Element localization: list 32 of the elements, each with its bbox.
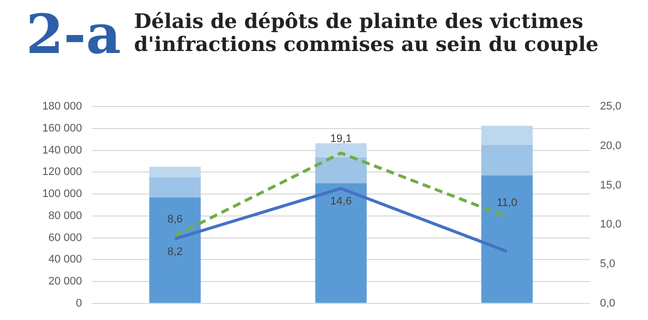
data-label: 8,6 — [167, 214, 183, 226]
bar — [481, 175, 533, 303]
data-label: 19,1 — [330, 133, 352, 146]
bar — [315, 157, 367, 184]
y-tick-label: 120 000 — [42, 166, 82, 178]
bar — [149, 166, 201, 178]
y-tick-label: 60 000 — [48, 232, 82, 244]
data-label: 8,2 — [167, 246, 183, 258]
y-tick-label: 100 000 — [42, 188, 82, 200]
y-tick-label: 160 000 — [42, 122, 82, 134]
chart-title: Délais de dépôts de plainte des victimes d'infractions commises au sein du couple — [134, 9, 600, 56]
y-tick-label: 80 000 — [48, 210, 82, 222]
y2-tick-label: 5,0 — [600, 258, 616, 270]
data-label: 14,6 — [330, 196, 352, 208]
bar — [315, 183, 367, 303]
bar — [149, 177, 201, 198]
y2-tick-label: 25,0 — [600, 100, 622, 113]
bar — [149, 197, 201, 303]
y-tick-label: 40 000 — [48, 254, 82, 266]
y-tick-label: 0 — [76, 297, 82, 310]
bar — [481, 144, 533, 176]
data-label: 11,0 — [496, 196, 518, 209]
y2-tick-label: 15,0 — [600, 179, 622, 192]
y2-tick-label: 20,0 — [600, 140, 622, 152]
text: 2-a — [26, 2, 121, 66]
y-tick-label: 180 000 — [42, 100, 82, 113]
y2-tick-label: 10,0 — [600, 218, 622, 231]
bar — [315, 143, 367, 158]
y-tick-label: 20 000 — [48, 276, 82, 288]
bar — [481, 126, 533, 145]
y-tick-label: 140 000 — [42, 144, 82, 156]
y2-tick-label: 0,0 — [600, 297, 616, 310]
